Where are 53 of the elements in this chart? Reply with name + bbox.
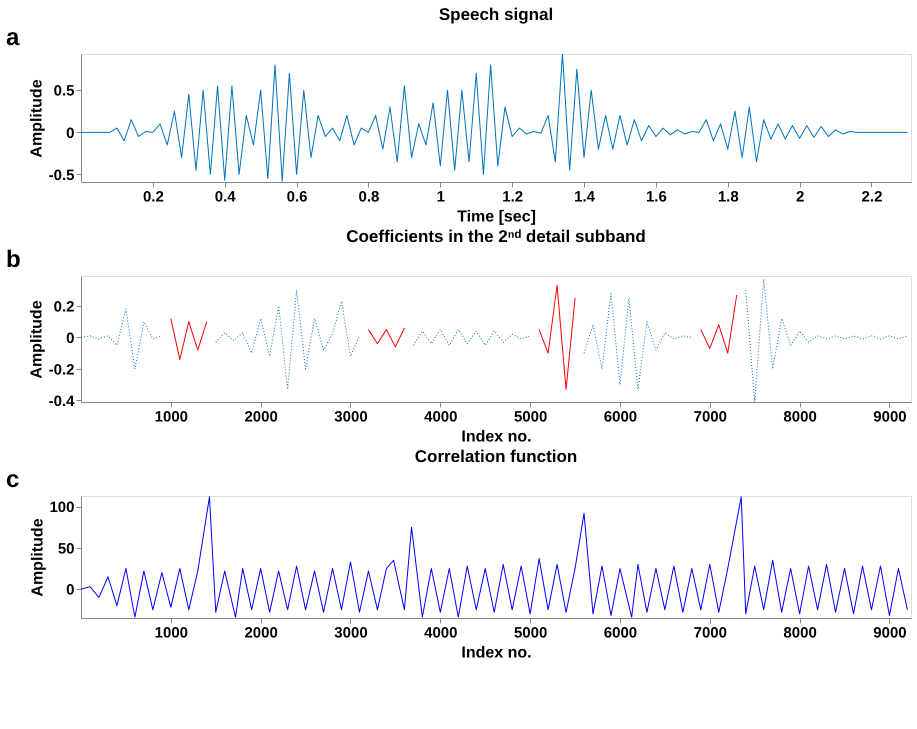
y-axis-title: Amplitude <box>29 518 46 597</box>
x-tick-label: 1.6 <box>646 188 667 206</box>
x-tick-label: 2.2 <box>862 188 882 206</box>
x-tick-label: 6000 <box>604 624 638 642</box>
y-tick-label: -0.5 <box>48 166 74 184</box>
y-tick-label: -0.4 <box>48 392 76 410</box>
y-tick-label: 0.5 <box>54 82 74 100</box>
y-axis-title: Amplitude <box>28 300 46 379</box>
x-tick-label: 6000 <box>604 408 638 426</box>
line-series <box>81 496 908 618</box>
text: c <box>6 466 20 493</box>
x-tick-label: 9000 <box>873 624 907 642</box>
x-tick-label: 4000 <box>424 408 458 426</box>
x-tick-label: 5000 <box>514 408 548 426</box>
x-tick-label: 1.8 <box>718 188 739 206</box>
x-tick-label: 0.8 <box>358 188 380 206</box>
x-tick-label: 1.2 <box>502 188 524 206</box>
x-tick-label: 3000 <box>334 408 368 426</box>
x-tick-label: 2000 <box>244 408 278 426</box>
x-tick-label: 0.4 <box>214 188 236 206</box>
y-tick-label: 0 <box>66 330 74 347</box>
x-tick-label: 0.6 <box>286 188 308 206</box>
text: b <box>6 246 21 273</box>
text: a <box>6 24 20 51</box>
y-tick-label: 0 <box>66 582 74 599</box>
x-tick-label: 3000 <box>334 624 368 642</box>
x-tick-label: 8000 <box>783 624 817 642</box>
x-axis-title: Index no. <box>461 428 532 446</box>
x-tick-label: 1 <box>436 188 445 206</box>
y-tick-label: -0.2 <box>48 361 74 378</box>
x-tick-label: 5000 <box>514 624 548 642</box>
x-tick-label: 0.2 <box>142 188 164 206</box>
x-tick-label: 1000 <box>154 624 188 642</box>
x-tick-label: 1000 <box>154 408 188 426</box>
chart-title: Speech signal <box>438 5 554 24</box>
x-tick-label: 8000 <box>783 408 817 426</box>
x-tick-label: 9000 <box>873 408 907 426</box>
x-axis-title: Time [sec] <box>457 208 536 226</box>
y-tick-label: 0 <box>66 124 74 142</box>
x-tick-label: 1.4 <box>574 188 596 206</box>
y-tick-label: 0.2 <box>54 298 74 316</box>
chart-title: Correlation function <box>414 447 578 466</box>
x-axis-title: Index no. <box>461 644 532 662</box>
y-axis-title: Amplitude <box>28 79 46 158</box>
x-tick-label: 7000 <box>694 408 727 426</box>
x-tick-label: 4000 <box>424 624 458 642</box>
x-tick-label: 2000 <box>244 624 278 642</box>
y-tick-label: 100 <box>49 499 74 516</box>
y-tick-label: 50 <box>58 540 74 558</box>
chart-title: Coefficients in the 2ⁿᵈ detail subband <box>346 227 646 246</box>
line-series <box>81 54 908 182</box>
x-tick-label: 7000 <box>694 624 727 642</box>
x-tick-label: 2 <box>796 188 804 206</box>
